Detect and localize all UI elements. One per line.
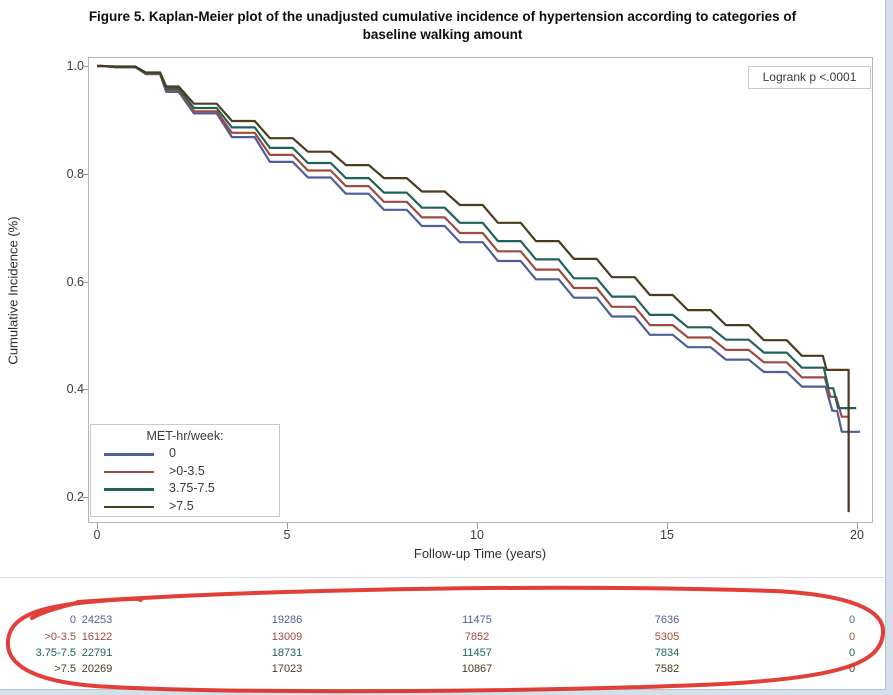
at-risk-count: 24253 — [81, 614, 113, 626]
km-curve-0 — [97, 64, 860, 433]
km-curves — [97, 64, 860, 513]
y-tick-label: 0.2 — [66, 490, 84, 504]
legend-item: 3.75-7.5 — [91, 480, 279, 498]
at-risk-count: 13009 — [271, 631, 303, 643]
legend: MET-hr/week: 0 >0-3.5 3.75-7.5 >7.5 — [90, 424, 280, 517]
km-curve->0-3.5 — [97, 64, 850, 511]
at-risk-count: 7636 — [654, 614, 680, 626]
y-tick-label: 1.0 — [66, 59, 84, 73]
x-tick-label: 5 — [283, 528, 291, 542]
legend-item: >0-3.5 — [91, 463, 279, 481]
figure-title-line1: Figure 5. Kaplan-Meier plot of the unadj… — [88, 9, 797, 24]
at-risk-count: 0 — [848, 614, 856, 626]
x-tick-mark — [477, 523, 478, 529]
y-tick-label: 0.4 — [66, 382, 84, 397]
at-risk-count: 18731 — [271, 647, 303, 659]
y-tick-mark — [82, 66, 88, 67]
km-curve-3.75-7.5 — [97, 64, 857, 410]
legend-line-swatch — [104, 488, 154, 491]
at-risk-count: 20269 — [81, 663, 113, 675]
legend-line-swatch — [104, 505, 154, 508]
figure-title-line2: baseline walking amount — [362, 27, 523, 42]
x-tick-label: 0 — [93, 528, 101, 542]
y-tick-mark — [82, 389, 88, 391]
y-tick-mark — [82, 173, 88, 175]
x-tick-label: 15 — [660, 528, 674, 542]
legend-line-swatch — [104, 453, 154, 456]
at-risk-count: 0 — [848, 631, 856, 643]
y-tick-mark — [82, 497, 88, 498]
y-tick-label: 0.6 — [66, 274, 84, 289]
y-tick-mark — [82, 281, 88, 283]
at-risk-count: 11475 — [462, 614, 492, 626]
legend-item: >7.5 — [91, 498, 279, 516]
y-tick-label: 0.8 — [66, 166, 84, 181]
at-risk-count: 5305 — [654, 631, 680, 643]
x-tick-label: 20 — [850, 528, 864, 542]
x-tick-mark — [857, 523, 858, 529]
legend-item-label: >0-3.5 — [169, 463, 205, 478]
legend-item-label: 3.75-7.5 — [169, 481, 215, 495]
at-risk-count: 11457 — [462, 647, 492, 659]
legend-item-label: >7.5 — [169, 498, 194, 513]
legend-line-swatch — [104, 470, 154, 473]
at-risk-count: 7582 — [654, 663, 680, 675]
at-risk-count: 10867 — [461, 663, 493, 675]
legend-items: 0 >0-3.5 3.75-7.5 >7.5 — [91, 445, 279, 515]
logrank-pvalue-box: Logrank p <.0001 — [748, 66, 871, 89]
legend-item: 0 — [91, 445, 279, 463]
x-tick-mark — [97, 523, 98, 529]
x-axis-title: Follow-up Time (years) — [413, 546, 547, 561]
at-risk-count: 17023 — [271, 663, 303, 675]
x-tick-label: 10 — [470, 528, 484, 542]
km-curve->7.5 — [97, 64, 850, 513]
x-tick-mark — [287, 523, 288, 529]
at-risk-count: 7852 — [464, 631, 490, 643]
at-risk-count: 0 — [848, 663, 856, 675]
plot-table-separator — [0, 577, 885, 578]
legend-item-label: 0 — [169, 446, 176, 460]
at-risk-count: 22791 — [81, 647, 113, 659]
at-risk-count: 7834 — [654, 647, 680, 659]
x-tick-mark — [667, 523, 668, 529]
at-risk-count: 19286 — [271, 614, 303, 626]
at-risk-count: 0 — [848, 647, 856, 659]
legend-title: MET-hr/week: — [146, 429, 224, 443]
at-risk-count: 16122 — [81, 631, 113, 643]
figure-title: Figure 5. Kaplan-Meier plot of the unadj… — [0, 8, 885, 44]
